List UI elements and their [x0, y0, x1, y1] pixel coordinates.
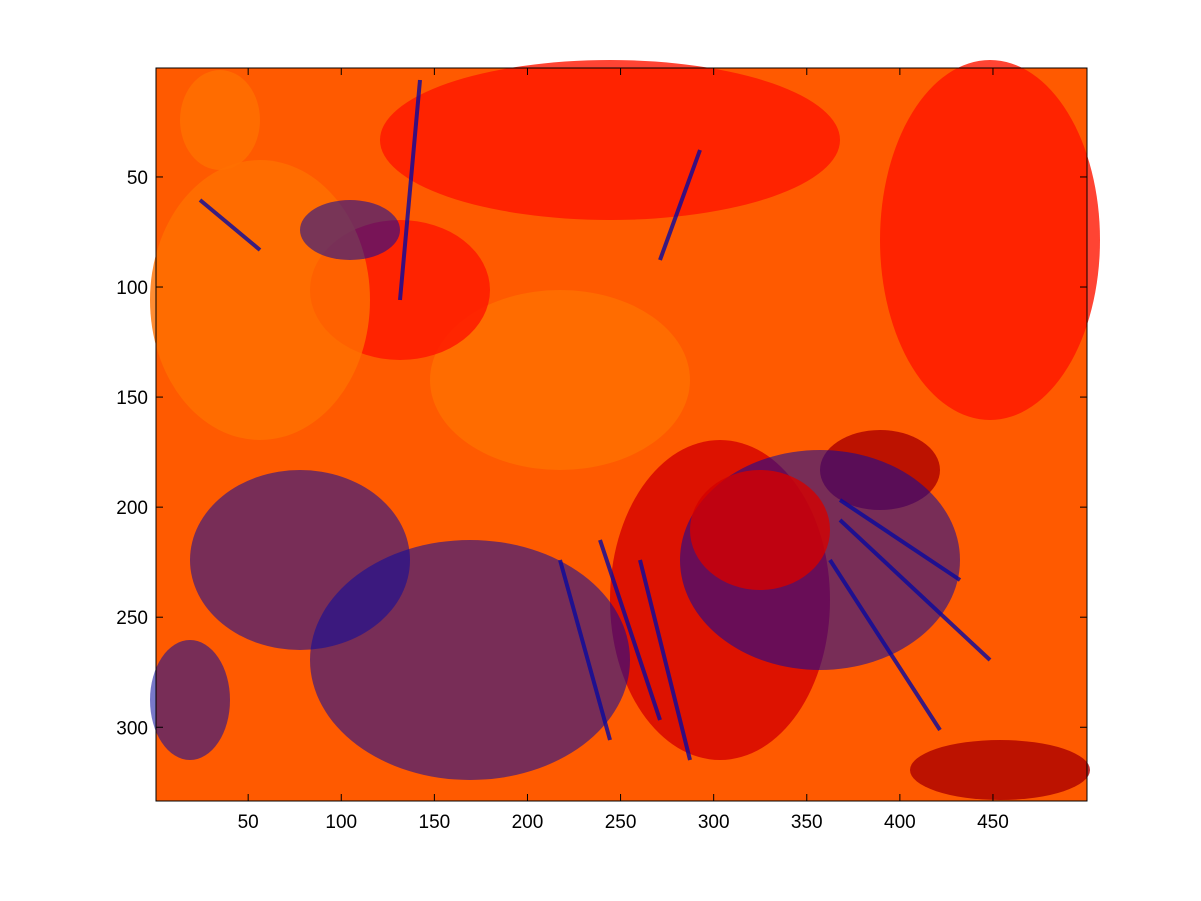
heatmap-region-7: [910, 740, 1090, 800]
heatmap-streak-0: [558, 559, 612, 741]
x-tick-label: 350: [791, 812, 823, 833]
heatmap-streak-8: [658, 149, 702, 261]
heatmap-streak-4: [838, 498, 962, 582]
y-tick-label: 150: [116, 388, 148, 409]
heatmap-region-2: [380, 60, 840, 220]
x-tick-label: 50: [238, 812, 259, 833]
heatmap-image: [150, 60, 1100, 801]
heatmap-region-3: [430, 290, 690, 470]
heatmap-region-15: [180, 70, 260, 170]
x-tick-label: 400: [884, 812, 916, 833]
heatmap-streak-6: [198, 198, 262, 252]
x-tick-label: 200: [512, 812, 544, 833]
x-tick-label: 250: [605, 812, 637, 833]
x-axis: 50 100 150 200 250 300 350 400 450: [238, 68, 1009, 833]
axes-border: [155, 67, 1088, 802]
heatmap-streak-5: [828, 558, 942, 732]
heatmap-region-10: [690, 470, 830, 590]
x-tick-label: 100: [325, 812, 357, 833]
heatmap-region-1: [880, 60, 1100, 420]
heatmap-region-12: [190, 470, 410, 650]
heatmap-region-13: [300, 200, 400, 260]
heatmap-regions: [150, 60, 1100, 801]
x-tick-label: 450: [977, 812, 1009, 833]
y-tick-label: 250: [116, 608, 148, 629]
heatmap-streak-1: [598, 539, 662, 721]
heatmap-streak-3: [838, 518, 992, 662]
y-axis: 50 100 150 200 250 300: [116, 168, 1087, 739]
y-tick-label: 50: [127, 168, 148, 189]
y-tick-label: 100: [116, 278, 148, 299]
y-tick-label: 200: [116, 498, 148, 519]
x-tick-label: 300: [698, 812, 730, 833]
y-tick-label: 300: [116, 718, 148, 739]
x-tick-label: 150: [419, 812, 451, 833]
heatmap-streak-7: [398, 79, 422, 301]
heatmap-streak-2: [638, 559, 692, 761]
heatmap-region-14: [150, 640, 230, 760]
